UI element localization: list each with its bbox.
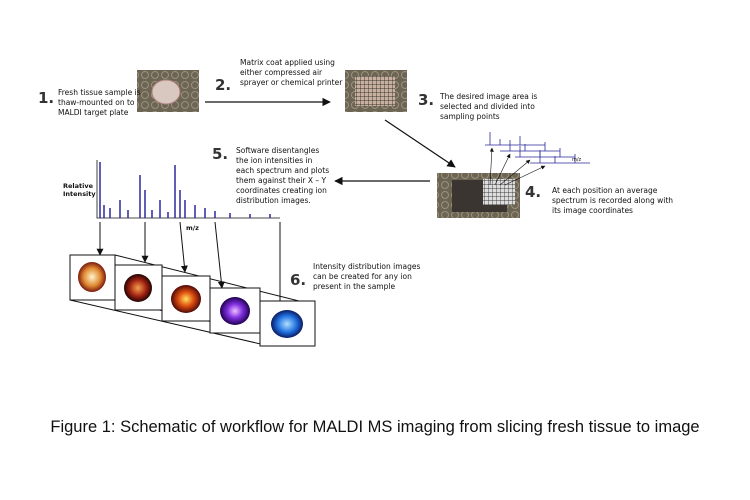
step-text: coordinates creating ion: [236, 186, 327, 195]
step-text: Intensity distribution images: [313, 262, 421, 271]
step-text: Matrix coat applied using: [240, 58, 335, 67]
caption: Figure 1: Schematic of workflow for MALD…: [50, 418, 700, 436]
step-text: Fresh tissue sample is: [58, 88, 141, 97]
plate-2: [345, 70, 407, 112]
arrow: [384, 119, 456, 168]
step-text: thaw-mounted on to: [58, 98, 135, 107]
step-number: 2.: [215, 76, 232, 94]
step-text: each spectrum and plots: [236, 166, 330, 175]
inset-label: m/z: [572, 157, 582, 163]
inset-spectra: [485, 132, 590, 164]
step-text: The desired image area is: [440, 92, 538, 101]
step-text: either compressed air: [240, 68, 323, 77]
step-text: spectrum is recorded along with: [552, 196, 674, 205]
inset-links: [489, 147, 546, 186]
step-number: 6.: [290, 271, 307, 289]
plate-1: [137, 70, 199, 112]
step-text: its image coordinates: [552, 206, 633, 215]
step-text: can be created for any ion: [313, 272, 412, 281]
step-number: 4.: [525, 183, 542, 201]
step-number: 5.: [212, 145, 229, 163]
down-arrows: [96, 221, 284, 309]
step-text: distribution images.: [236, 196, 311, 205]
y-axis-label: Relative Intensity: [63, 182, 96, 198]
step-text: At each position an average: [552, 186, 658, 195]
step-text: the ion intensities in: [236, 156, 313, 165]
step-text: sampling points: [440, 112, 500, 121]
plate-4: [437, 173, 520, 218]
spectrum: [96, 160, 280, 219]
step-text: sprayer or chemical printer: [240, 78, 343, 87]
step-number: 3.: [418, 91, 435, 109]
step-text: selected and divided into: [440, 102, 535, 111]
image-stack: [69, 254, 316, 347]
step-number: 1.: [38, 89, 55, 107]
x-axis-label: m/z: [186, 224, 199, 232]
step-text: present in the sample: [313, 282, 396, 291]
step-text: MALDI target plate: [58, 108, 129, 117]
step-text: them against their X – Y: [236, 176, 327, 185]
step-text: Software disentangles: [236, 146, 320, 155]
